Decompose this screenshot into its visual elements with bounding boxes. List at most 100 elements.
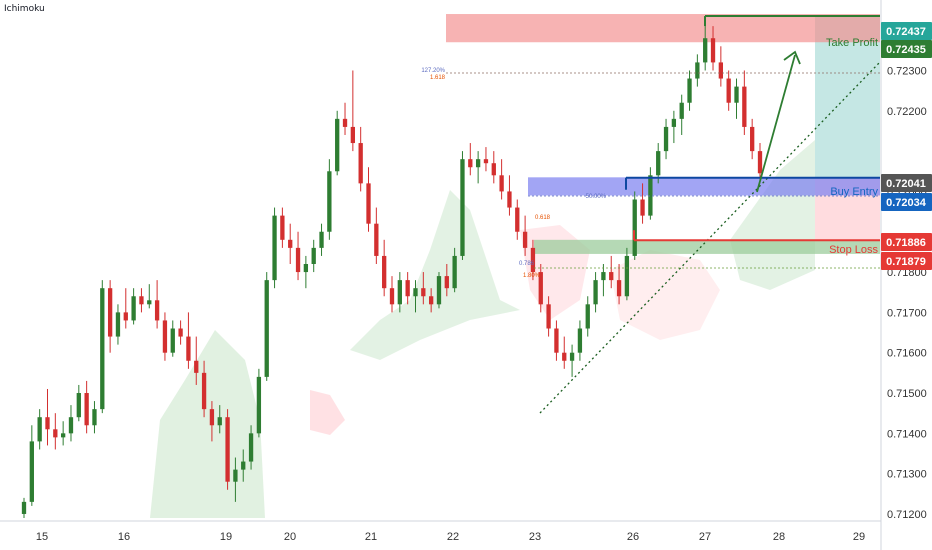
candle-body [530,247,536,273]
candle-body [37,417,42,442]
y-tick-label: 0.71200 [887,509,927,521]
candle-body [123,312,128,321]
candle-body [421,288,426,297]
candle-body [703,38,708,63]
price-tag-label: 0.71879 [886,256,926,268]
take-profit-label: Take Profit [826,37,878,49]
candle-body [468,159,473,168]
price-tag-label: 0.72435 [886,44,926,56]
candle-body [507,191,512,208]
candle-body [562,352,567,361]
fib-label-low-1: 0.786 [519,261,535,267]
candle-body [663,126,669,152]
price-tag-label: 0.71886 [886,237,926,249]
x-tick-label: 28 [773,531,785,543]
candle-body [186,336,191,361]
candle-body [45,417,50,430]
ichimoku-cloud-6 [730,140,815,290]
ichimoku-cloud-5 [610,250,720,340]
candle-body [53,429,58,438]
candle-body [405,280,410,297]
candle-body [593,280,598,305]
profit-box [815,16,880,178]
candle-body [640,199,645,216]
candle-body [522,231,528,248]
candle-body [679,102,684,119]
candle-body [217,417,222,426]
x-tick-label: 19 [220,531,232,543]
resistance-zone [446,14,880,43]
fib-label-top-1: 127.20% [421,68,445,74]
candle-body [115,312,121,337]
x-tick-label: 27 [699,531,711,543]
candle-body [335,118,340,172]
support-zone [534,239,880,254]
x-tick-label: 15 [36,531,48,543]
y-tick-label: 0.71500 [887,388,927,400]
x-tick-label: 20 [284,531,296,543]
candle-body [201,372,207,410]
stop-loss-label: Stop Loss [829,244,878,256]
candle-body [162,320,168,353]
x-tick-label: 21 [365,531,377,543]
y-tick-label: 0.71800 [887,267,927,279]
ichimoku-cloud-1 [150,330,265,518]
candle-body [374,223,379,256]
candle-body [491,163,496,176]
candle-body [475,159,481,168]
candle-body [734,86,739,103]
candle-body [209,409,215,426]
fib-label-low-2: 1.80% [523,273,541,279]
entry-zone [528,177,880,196]
candle-body [671,118,677,127]
candle-body [147,300,152,305]
candle-body [303,264,309,273]
candle-body [460,159,465,256]
x-tick-label: 23 [529,531,541,543]
target-arrow-shaft [756,54,796,193]
price-tag-label: 0.72437 [886,26,926,38]
candle-body [342,118,348,127]
candle-body [256,376,262,434]
candle-body [272,215,277,281]
candle-body [609,272,614,281]
candle-body [233,469,238,482]
candle-body [248,433,254,462]
candle-body [726,78,731,103]
candle-body [288,239,293,248]
price-tag-bg [881,233,932,251]
candle-body [170,328,175,353]
fib-label-top-2: 1.618 [430,75,446,81]
candle-body [710,38,716,63]
candle-body [194,360,199,373]
candle-body [29,441,34,502]
x-tick-label: 22 [447,531,459,543]
price-tag-bg [881,22,932,40]
candle-body [280,215,285,240]
price-tag-bg [881,193,932,211]
trendline [539,61,881,414]
candle-body [483,159,489,164]
candle-body [319,231,324,248]
fib-label-mid-2: 0.618 [535,215,551,221]
candle-body [139,296,144,305]
candle-body [413,288,418,297]
candle-body [84,393,89,426]
y-tick-label: 0.71400 [887,428,927,440]
y-tick-label: 0.71700 [887,307,927,319]
y-tick-label: 0.72200 [887,106,927,118]
y-tick-label: 0.72300 [887,65,927,77]
candle-body [327,171,332,232]
candle-body [742,86,747,127]
candle-body [616,280,622,297]
candle-body [397,280,402,305]
candle-body [389,288,395,305]
candle-body [577,328,583,353]
candle-body [311,247,316,264]
price-tag-label: 0.72041 [886,178,926,190]
candle-body [554,328,559,353]
candle-body [241,461,246,470]
candle-body [92,409,97,426]
candle-body [624,255,630,297]
